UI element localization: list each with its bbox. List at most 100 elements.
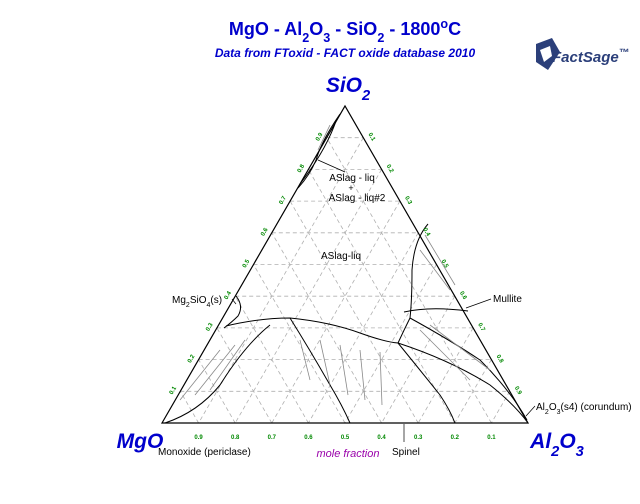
tie-line: [299, 339, 311, 381]
grid-line: [253, 264, 346, 424]
tick-label: 0.6: [304, 435, 313, 441]
grid-line: [308, 232, 419, 424]
region-part: SiO: [190, 295, 207, 306]
tick-labels: 0.9 0.8 0.7 0.6 0.5 0.4 0.3 0.2 0.1 0.1 0.2 0.3 0.4 0…: [169, 132, 523, 441]
leader: [317, 159, 346, 173]
vertex-part: SiO: [326, 74, 362, 97]
title-part: O: [309, 19, 323, 39]
tick-label: 0.5: [242, 258, 252, 269]
title-part: - SiO: [330, 19, 377, 39]
grid-line: [326, 137, 492, 424]
region-label: ASlag - liq#2: [329, 193, 386, 204]
logo: FactSage™: [536, 38, 629, 70]
marker: +: [348, 183, 353, 193]
tie-line: [339, 344, 349, 396]
region-label: Mg2SiO4(s): [172, 295, 222, 309]
tie-line: [419, 249, 451, 291]
tick-label: 0.3: [414, 435, 423, 441]
tick-label: 0.8: [495, 354, 505, 365]
tick-label: 0.8: [231, 435, 240, 441]
tick-label: 0.1: [487, 435, 496, 441]
boundary: [289, 317, 351, 424]
grid-line: [454, 359, 492, 424]
boundary: [164, 324, 271, 424]
logo-icon: [540, 46, 552, 62]
title-part: - 1800: [384, 19, 440, 39]
tick-label: 0.7: [476, 322, 486, 333]
vertex-label: SiO2: [326, 74, 371, 104]
grid-line: [417, 327, 474, 424]
tick-label: 0.1: [366, 132, 376, 143]
axis-label: mole fraction: [317, 448, 380, 460]
title-part: C: [448, 19, 461, 39]
phase-boundaries: [164, 113, 529, 424]
title-part: 2: [302, 31, 309, 45]
tie-line: [317, 124, 331, 151]
boundary: [225, 223, 429, 344]
tick-label: 0.9: [513, 386, 523, 397]
tick-label: 0.3: [205, 322, 215, 333]
region-part: 2: [545, 409, 549, 416]
tie-line: [194, 344, 236, 396]
subtitle: Data from FToxid - FACT oxide database 2…: [215, 46, 476, 60]
tick-label: 0.6: [458, 291, 468, 302]
grid-line: [289, 200, 419, 424]
grid-line: [491, 391, 511, 424]
title-part: MgO - Al: [229, 19, 302, 39]
boundary: [397, 342, 529, 424]
leader: [525, 405, 536, 417]
region-part: O: [549, 402, 557, 413]
grid-line: [381, 296, 456, 424]
vertex-label: Al2O3: [529, 430, 584, 460]
vertex-label: MgO: [117, 430, 164, 453]
vertex-part: 2: [361, 88, 371, 104]
boundary: [223, 295, 242, 329]
vertex-part: 2: [550, 444, 560, 460]
boundary: [409, 317, 528, 421]
tie-line: [429, 324, 491, 371]
triangle: [160, 104, 530, 424]
tie-line: [379, 351, 383, 406]
region-part: 3: [557, 409, 561, 416]
region-part: 4: [206, 302, 210, 309]
tick-label: 0.4: [224, 290, 234, 301]
tick-label: 0.9: [315, 132, 325, 143]
leader: [231, 298, 237, 305]
tie-line: [419, 329, 471, 381]
tick-label: 0.9: [194, 435, 203, 441]
tick-label: 0.1: [169, 385, 179, 396]
leader: [465, 298, 492, 309]
tick-label: 0.5: [341, 435, 350, 441]
vertex-part: 3: [576, 444, 584, 460]
tie-line: [319, 339, 331, 386]
grid-line: [344, 264, 437, 424]
tie-line: [179, 349, 221, 401]
tick-label: 0.3: [403, 195, 413, 206]
region-label: Monoxide (periclase): [158, 447, 251, 458]
tick-label: 0.4: [377, 435, 386, 441]
tie-line: [424, 234, 456, 286]
grid-line: [271, 200, 401, 424]
logo-word: FactSage: [552, 49, 619, 66]
logo-mark: ™: [619, 47, 630, 59]
region-part: Al: [536, 402, 545, 413]
tick-label: 0.2: [451, 435, 460, 441]
region-part: (s): [210, 295, 222, 306]
tie-line: [359, 349, 366, 401]
boundary: [299, 120, 337, 185]
tick-label: 0.4: [421, 227, 431, 238]
region-label: Spinel: [392, 447, 420, 458]
boundary: [403, 308, 469, 313]
region-part: 2: [186, 302, 190, 309]
title-part: o: [440, 17, 448, 31]
boundary: [397, 342, 456, 424]
tick-label: 0.7: [279, 195, 289, 206]
region-label: Al2O3(s4) (corundum): [536, 402, 632, 416]
logo-text: FactSage™: [552, 47, 629, 66]
leaders: +: [231, 159, 536, 442]
region-label: ASlag-liq: [321, 251, 361, 262]
region-label: ASlag - liq: [329, 173, 375, 184]
tick-label: 0.7: [268, 435, 277, 441]
tick-label: 0.2: [187, 353, 197, 364]
